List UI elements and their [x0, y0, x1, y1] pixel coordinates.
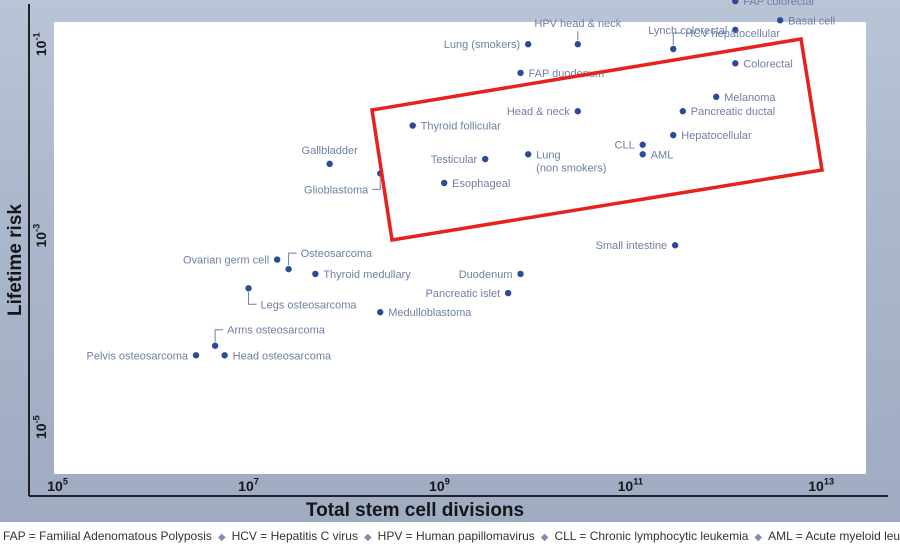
data-point: [679, 108, 686, 115]
data-point: [517, 270, 524, 278]
data-point: [273, 256, 281, 263]
point-label: Testicular: [431, 154, 478, 166]
point-label: FAP colorectal: [743, 0, 814, 8]
data-point: [670, 131, 677, 139]
data-point: [574, 41, 582, 48]
x-tick-label: 1011: [618, 477, 643, 494]
leader-line: [214, 329, 224, 342]
leader-line: [672, 32, 682, 45]
y-tick-label: 10-3: [32, 224, 49, 248]
point-label: Thyroid medullary: [323, 269, 411, 281]
data-point: [192, 352, 200, 359]
point-label: Ovarian germ cell: [183, 255, 269, 267]
leader-line: [288, 252, 297, 266]
data-point: [732, 26, 739, 34]
x-axis-title: Total stem cell divisions: [306, 500, 524, 521]
point-label: Pancreatic ductal: [691, 106, 775, 118]
point-label: Osteosarcoma: [301, 248, 373, 260]
point-label: Gallbladder: [302, 145, 359, 157]
leader-line: [372, 177, 381, 190]
data-point: [639, 151, 646, 158]
point-label: Head osteosarcoma: [233, 350, 332, 362]
data-point: [482, 155, 489, 163]
scatter-chart: 105 107 109 1011 1013 10-1 10-3 10-5 Total ste…: [5, 0, 888, 521]
data-point: [211, 342, 219, 349]
data-point: [732, 0, 739, 5]
data-point: [504, 289, 512, 297]
point-label: Pancreatic islet: [426, 288, 501, 300]
point-label: Lynch colorectal: [648, 25, 727, 37]
data-point: [312, 270, 319, 278]
point-label: Arms osteosarcoma: [227, 325, 326, 337]
data-point: [285, 265, 292, 273]
point-label: Medulloblastoma: [388, 307, 472, 319]
point-label: CLL: [615, 140, 635, 152]
legend-item: AML = Acute myeloid leukemia: [768, 529, 900, 543]
point-label: Head & neck: [507, 106, 570, 118]
point-label: Glioblastoma: [304, 184, 369, 196]
data-point: [524, 41, 532, 48]
diamond-icon: ◆: [754, 532, 763, 543]
diamond-icon: ◆: [217, 532, 226, 543]
point-label: Pelvis osteosarcoma: [87, 350, 189, 362]
x-tick-label: 109: [429, 477, 450, 494]
x-tick-label: 1013: [808, 477, 834, 494]
data-point: [221, 352, 228, 359]
y-axis-title: Lifetime risk: [5, 204, 26, 316]
plot-area: [54, 22, 866, 474]
data-point: [245, 285, 252, 292]
point-label: Colorectal: [743, 58, 793, 70]
data-point: [574, 108, 582, 115]
leader-line: [248, 292, 257, 305]
diamond-icon: ◆: [540, 532, 549, 543]
data-point: [377, 309, 384, 316]
point-label: Duodenum: [459, 269, 513, 281]
data-point: [671, 242, 679, 249]
chart-frame: 105 107 109 1011 1013 10-1 10-3 10-5 Total ste…: [0, 0, 900, 522]
point-label: Lung (non smokers): [536, 149, 606, 174]
diamond-icon: ◆: [363, 532, 372, 543]
point-label: FAP duodenum: [529, 68, 605, 80]
data-point: [409, 122, 416, 129]
legend-item: CLL = Chronic lymphocytic leukemia: [554, 529, 749, 543]
data-point: [639, 141, 646, 148]
data-point: [670, 45, 677, 53]
data-point: [732, 60, 739, 67]
point-label: Thyroid follicular: [421, 121, 501, 133]
x-tick-label: 105: [47, 477, 68, 494]
point-label: Small intestine: [596, 240, 668, 252]
data-point: [776, 17, 784, 24]
data-point: [517, 69, 524, 77]
data-point: [713, 93, 720, 101]
x-tick-label: 107: [238, 477, 259, 494]
legend-footer: FAP = Familial Adenomatous Polyposis ◆ HCV…: [0, 522, 900, 550]
point-label: Melanoma: [724, 92, 776, 104]
point-label: Hepatocellular: [681, 130, 752, 142]
data-point: [440, 179, 448, 187]
legend-item: HPV = Human papillomavirus: [377, 529, 535, 543]
legend-item: HCV = Hepatitis C virus: [231, 529, 358, 543]
point-label: HCV hepatocellular: [685, 28, 780, 40]
point-label: HPV head & neck: [534, 18, 621, 30]
data-point: [326, 160, 333, 168]
point-label: Lung (smokers): [444, 39, 520, 51]
point-label: Legs osteosarcoma: [261, 299, 358, 311]
highlight-rectangle: [370, 36, 825, 243]
y-tick-label: 10-5: [32, 415, 49, 439]
point-label: Basal cell: [788, 15, 835, 27]
point-label: Esophageal: [452, 178, 510, 190]
y-tick-label: 10-1: [32, 32, 49, 56]
data-point: [524, 151, 532, 158]
point-label: AML: [651, 149, 674, 161]
legend-item: FAP = Familial Adenomatous Polyposis: [3, 529, 212, 543]
